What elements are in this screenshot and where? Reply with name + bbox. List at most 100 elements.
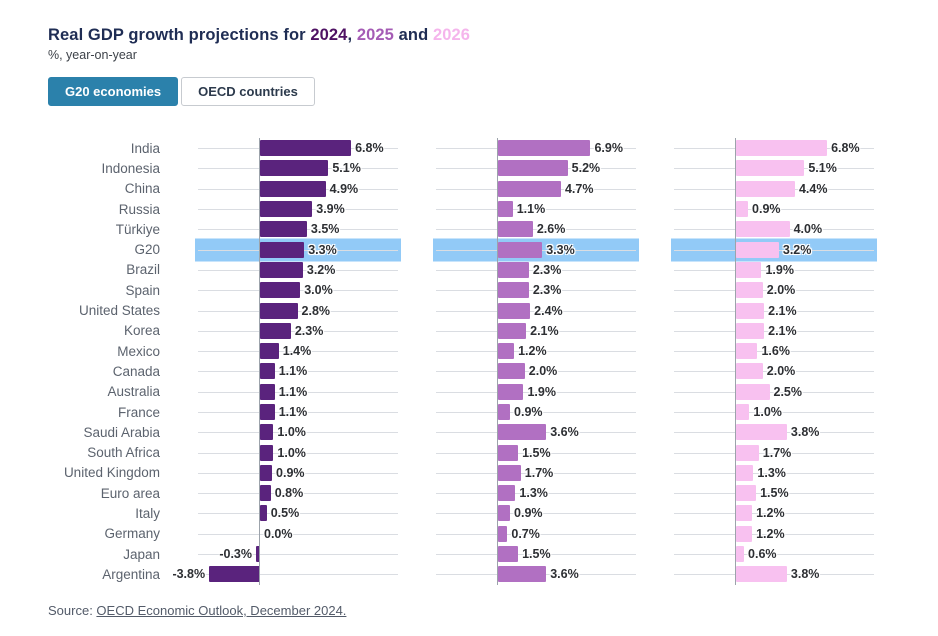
chart-cell-2025: 2.1%	[436, 320, 636, 341]
value-label: 0.0%	[264, 526, 293, 541]
chart-cell-2025: 1.5%	[436, 543, 636, 565]
gridline	[674, 371, 874, 373]
category-label: Canada	[112, 363, 160, 379]
zero-axis-line	[259, 523, 260, 544]
value-label: 2.5%	[773, 384, 803, 399]
gridline	[198, 412, 398, 413]
bar-2024	[260, 322, 291, 339]
gridline	[674, 412, 874, 413]
chart-row: United States 2.8% 2.4% 2.1%	[48, 300, 874, 321]
tab-oecd-countries[interactable]: OECD countries	[181, 77, 315, 106]
zero-axis-line	[259, 503, 260, 524]
bar-2026	[736, 464, 754, 481]
zero-axis-line	[735, 523, 736, 544]
category-label: Russia	[118, 201, 160, 217]
value-label: 1.1%	[516, 201, 546, 216]
value-label: 6.8%	[831, 140, 860, 155]
value-label: 2.1%	[530, 323, 559, 338]
bar-2024	[260, 404, 275, 420]
value-label: 2.8%	[301, 303, 331, 318]
zero-axis-line	[735, 381, 736, 402]
zero-axis-line	[735, 361, 736, 382]
zero-axis-line	[259, 340, 260, 362]
value-label: 1.1%	[278, 404, 308, 419]
chart-cell-2024: 6.8%	[198, 138, 398, 159]
zero-axis-line	[735, 462, 736, 484]
value-label: 2.0%	[766, 282, 796, 297]
bar-2026	[736, 363, 763, 380]
bar-2024	[260, 201, 313, 218]
value-label: 0.5%	[270, 506, 300, 521]
chart-cell-2025: 1.3%	[436, 483, 636, 504]
category-label: Japan	[123, 546, 160, 562]
chart-cell-2024: 1.0%	[198, 442, 398, 463]
zero-axis-line	[259, 259, 260, 281]
value-label: 2.0%	[766, 364, 796, 379]
bar-2024	[260, 444, 274, 461]
category-label: Saudi Arabia	[83, 424, 160, 440]
gridline	[436, 533, 636, 535]
zero-axis-line	[497, 178, 498, 199]
category-label: France	[117, 404, 160, 420]
chart-row: China 4.9% 4.7% 4.4%	[48, 178, 874, 199]
title-year-2025: 2025	[356, 26, 394, 44]
bar-2024	[260, 363, 275, 380]
zero-axis-line	[497, 503, 498, 524]
zero-axis-line	[735, 340, 736, 362]
zero-axis-line	[497, 280, 498, 301]
bar-2025	[498, 282, 529, 299]
chart-cell-2026: 4.0%	[674, 219, 874, 240]
gridline	[674, 452, 874, 454]
bar-2025	[498, 343, 515, 360]
gridline	[436, 391, 636, 393]
bar-2024	[260, 261, 303, 278]
value-label: 3.8%	[790, 567, 820, 582]
bar-2024	[260, 383, 275, 400]
source-link[interactable]: OECD Economic Outlook, December 2024.	[96, 603, 347, 618]
bar-chart: India 6.8% 6.9% 6.8% Indonesia 5.1% 5.2% 5.1% Ch…	[48, 138, 877, 585]
value-label: 4.7%	[564, 181, 594, 196]
chart-cell-2025: 1.9%	[436, 381, 636, 402]
gridline	[198, 310, 398, 312]
chart-cell-2024: -3.8%	[172, 564, 398, 585]
category-label: Indonesia	[101, 160, 160, 176]
zero-axis-line	[735, 198, 736, 220]
chart-row: Australia 1.1% 1.9% 2.5%	[48, 381, 874, 402]
gridline	[436, 269, 636, 271]
tab-g20-economies[interactable]: G20 economies	[48, 77, 179, 106]
chart-row: Russia 3.9% 1.1% 0.9%	[48, 198, 874, 220]
bar-2026	[736, 505, 753, 522]
chart-cell-2026: 1.9%	[674, 259, 874, 281]
gridline	[436, 554, 636, 556]
value-label: 2.6%	[536, 222, 566, 237]
chart-cell-2024: 0.5%	[198, 503, 398, 524]
bar-2024	[260, 180, 326, 197]
zero-axis-line	[259, 483, 260, 504]
chart-cell-2026: 0.9%	[674, 198, 874, 220]
gridline	[674, 330, 874, 332]
zero-axis-line	[735, 543, 736, 565]
zero-axis-line	[497, 442, 498, 463]
chart-subtitle: %, year-on-year	[48, 48, 137, 62]
chart-cell-2026: 0.6%	[674, 543, 874, 565]
bar-2025	[498, 485, 516, 502]
bar-2024	[260, 140, 352, 157]
zero-axis-line	[735, 178, 736, 199]
bar-2026	[736, 566, 787, 583]
value-label: 2.4%	[534, 303, 563, 318]
chart-cell-2026: 1.6%	[674, 340, 874, 362]
bar-2025	[498, 261, 529, 278]
chart-row: Spain 3.0% 2.3% 2.0%	[48, 280, 874, 301]
value-label: 2.1%	[768, 303, 797, 318]
value-label: 3.5%	[310, 222, 340, 237]
value-label: 0.7%	[511, 526, 540, 541]
chart-cell-2025: 0.7%	[436, 523, 636, 544]
chart-cell-2024: 3.3%	[195, 238, 401, 262]
chart-cell-2024: 0.8%	[198, 483, 398, 504]
zero-axis-line	[497, 564, 498, 585]
zero-axis-line	[735, 239, 736, 260]
bar-2024	[255, 546, 260, 563]
gridline	[436, 229, 636, 231]
zero-axis-line	[497, 138, 498, 159]
bar-2024	[209, 566, 260, 583]
